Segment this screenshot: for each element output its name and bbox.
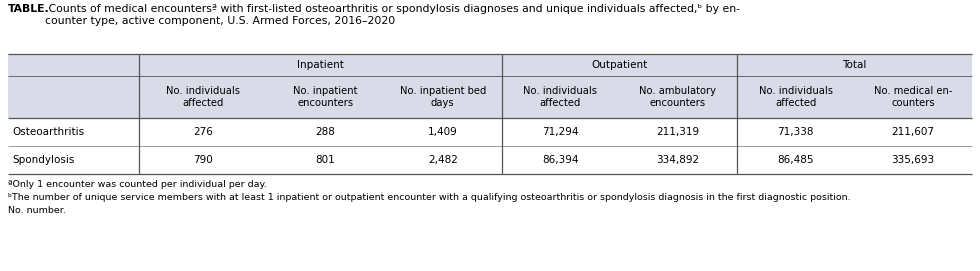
Text: 211,319: 211,319 [657, 127, 700, 137]
Text: No. number.: No. number. [8, 206, 66, 215]
Bar [8, 54, 972, 76]
Text: Outpatient: Outpatient [591, 60, 648, 70]
Text: 2,482: 2,482 [428, 155, 458, 165]
Text: 790: 790 [193, 155, 213, 165]
Text: 276: 276 [193, 127, 213, 137]
Text: Inpatient: Inpatient [297, 60, 344, 70]
Text: No. inpatient
encounters: No. inpatient encounters [293, 86, 358, 108]
Text: 288: 288 [316, 127, 335, 137]
Text: 71,294: 71,294 [542, 127, 578, 137]
Text: 71,338: 71,338 [777, 127, 813, 137]
Text: No. individuals
affected: No. individuals affected [166, 86, 240, 108]
Text: 211,607: 211,607 [892, 127, 935, 137]
Text: ᵇThe number of unique service members with at least 1 inpatient or outpatient en: ᵇThe number of unique service members wi… [8, 193, 851, 202]
Text: Total: Total [842, 60, 866, 70]
Text: No. medical en-
counters: No. medical en- counters [874, 86, 953, 108]
Text: 86,485: 86,485 [777, 155, 813, 165]
Text: ªOnly 1 encounter was counted per individual per day.: ªOnly 1 encounter was counted per indivi… [8, 180, 267, 189]
Text: 335,693: 335,693 [892, 155, 935, 165]
Text: Spondylosis: Spondylosis [12, 155, 74, 165]
Text: Osteoarthritis: Osteoarthritis [12, 127, 84, 137]
Bar [8, 76, 972, 118]
Text: No. individuals
affected: No. individuals affected [759, 86, 833, 108]
Text: Counts of medical encountersª with first-listed osteoarthritis or spondylosis di: Counts of medical encountersª with first… [45, 4, 740, 25]
Text: 86,394: 86,394 [542, 155, 578, 165]
Text: No. individuals
affected: No. individuals affected [523, 86, 598, 108]
Text: 334,892: 334,892 [657, 155, 700, 165]
Text: No. inpatient bed
days: No. inpatient bed days [400, 86, 486, 108]
Text: No. ambulatory
encounters: No. ambulatory encounters [640, 86, 716, 108]
Text: 1,409: 1,409 [428, 127, 458, 137]
Text: TABLE.: TABLE. [8, 4, 50, 14]
Text: 801: 801 [316, 155, 335, 165]
